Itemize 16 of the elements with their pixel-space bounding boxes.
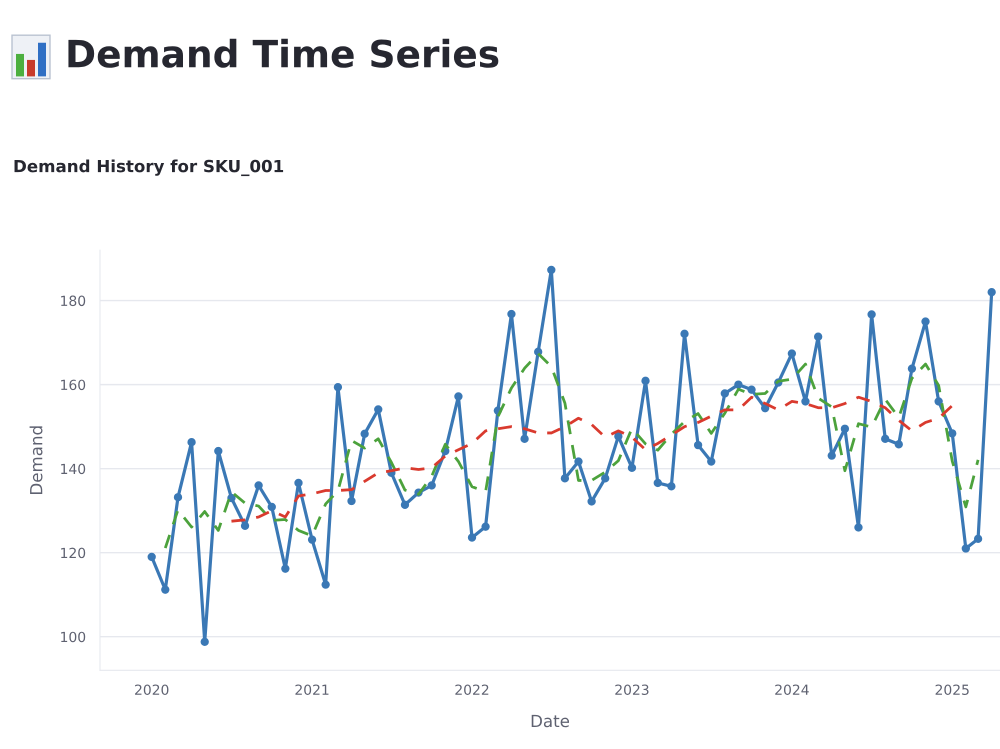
y-axis-title: Demand [30,426,42,494]
x-tick-label: 2021 [295,684,328,695]
y-tick-label: 120 [61,548,86,558]
y-tick-label: 100 [61,632,86,642]
x-axis-title: Date [532,714,570,728]
y-tick-label: 180 [61,296,86,306]
x-tick-label: 2024 [775,684,809,695]
chart-subtitle: Demand History for SKU_001 [14,159,284,176]
x-tick-label: 2025 [936,684,969,695]
x-tick-label: 2022 [455,684,488,695]
x-tick-label: 2020 [135,684,168,695]
line-series [230,396,954,523]
chart-title: Demand Time Series [68,38,498,68]
y-tick-label: 160 [61,380,86,390]
y-tick-label: 140 [61,464,86,474]
x-tick-label: 2023 [615,684,648,695]
